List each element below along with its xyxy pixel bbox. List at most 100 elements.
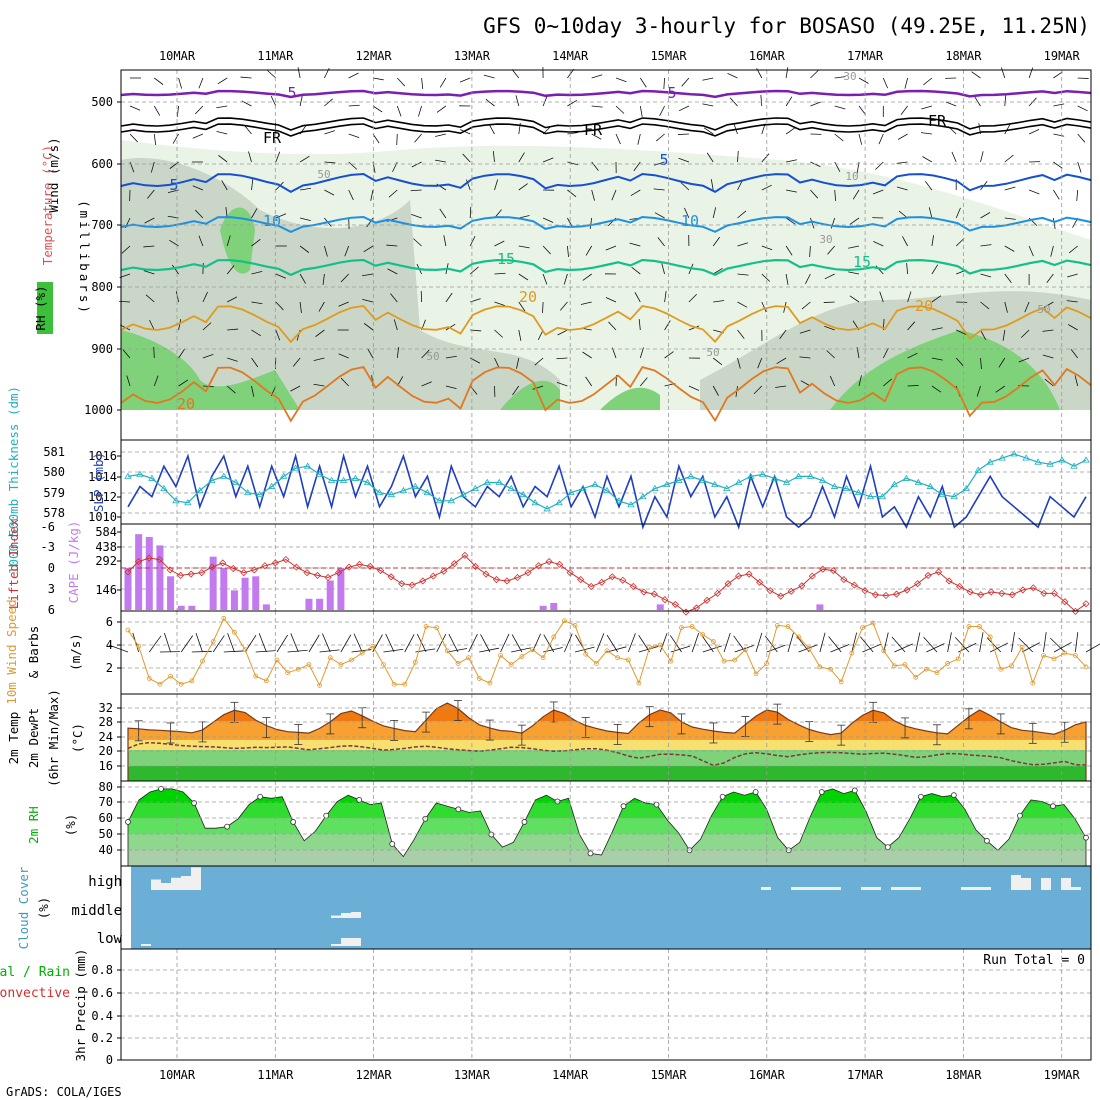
wind-speed-point [370,643,376,649]
wind-barb [809,245,811,258]
wind-barb [367,348,374,359]
wind-barb [785,96,793,107]
cloud-high-bar [901,887,911,890]
wind-barb [518,215,530,219]
wind-barb-10m [701,635,714,653]
wind-barb [251,301,263,305]
lifted-index-point [219,559,227,567]
lifted-index-point [1082,600,1090,608]
wind-barb [980,151,984,163]
wind-barb [244,125,252,135]
wind-barb [1053,71,1063,79]
minmax-axis-label: (6hr Min/Max) [46,689,61,787]
y-tick-label: 2 [106,661,113,675]
wind-speed-point [317,682,323,688]
wind-barb [663,77,665,90]
thickness-point [854,488,863,496]
wind-barb [414,133,422,143]
lifted-index-point [661,596,669,604]
y-tick-label: 4 [106,638,113,652]
wind-barb [615,105,625,114]
lifted-index-point [398,580,406,588]
wind-barb [907,352,918,359]
wind-barb [896,186,908,191]
wind-speed-point [338,662,344,668]
lifted-index-point [861,587,869,595]
lifted-index-point [808,572,816,580]
thickness-point [1058,456,1066,463]
wind-speed-point [902,662,908,668]
wind-barb [900,105,908,116]
wind-speed-point [987,634,993,640]
wind-barb [144,217,155,224]
wind-speed-point [923,666,929,672]
wind-barb [192,185,204,191]
wind-barb [542,157,554,163]
cape-bar [145,536,153,610]
wind-barb [129,105,141,111]
wind-barb-10m [480,634,491,653]
wind-barb [688,385,700,391]
wind10m-unit-label: (m/s) [68,633,83,671]
isotherm-label: 5 [169,176,178,194]
wind-barb [178,379,189,387]
temperature-axis-label: Temperature (°C) [40,145,55,265]
wind-barb [713,300,725,303]
day-label-bottom: 15MAR [650,1068,687,1082]
lifted-index-point [471,562,479,570]
lifted-index-point [187,570,195,578]
wind-barb [178,77,183,89]
cloud-high-bar [891,887,901,890]
wind-speed-point [412,659,418,665]
wind-barb [445,355,457,359]
wind-barb [176,105,179,117]
wind-barb [324,98,333,107]
thickness-point [866,492,875,500]
wind-barb [411,214,422,219]
wind-barb [410,189,422,192]
wind-barb-10m [1043,632,1047,653]
wind-barb [971,71,981,79]
wind-barb [852,189,860,200]
wind-barb-10m [448,633,459,653]
wind-barb [872,189,884,195]
thickness-point [974,466,982,473]
wind-barb-10m [353,633,363,653]
cloud-high-bar [831,887,841,890]
day-label-top: 17MAR [847,49,884,63]
wind-barb [518,152,525,163]
wind-barb [980,357,982,369]
wind-speed-point [157,681,163,687]
wind-barb-10m [734,645,754,653]
lifted-index-point [703,596,711,604]
wind-barb [659,105,665,116]
lifted-index-point [524,569,532,577]
wind-barb [147,189,155,199]
rh-point [389,841,396,847]
wind-barb-10m [195,632,203,653]
wind-barb-10m [894,643,913,653]
thickness-point [291,464,300,471]
y-tick-label: 32 [99,701,113,715]
lifted-index-axis-label: Lifted Index [6,518,21,609]
wind-barb [344,245,350,257]
wind-barb [1053,217,1056,229]
wind-barb [998,357,1006,368]
wind-barb [585,245,593,256]
wind-barb [221,180,228,191]
wind-barb [172,133,179,144]
wind-barb-10m [227,633,235,653]
thickness-point [746,472,755,479]
lifted-index-point [1008,591,1016,599]
wind-barb [251,239,261,247]
rh-point [488,831,495,838]
wind-barb [605,297,617,303]
wind-barb-10m [164,632,171,653]
wind-barb [348,133,360,138]
wind-barb [906,263,908,275]
wind-barb [1028,128,1040,135]
thickness-point [878,492,887,500]
thickness-point [914,478,923,485]
cloud-low-bar [351,938,361,946]
